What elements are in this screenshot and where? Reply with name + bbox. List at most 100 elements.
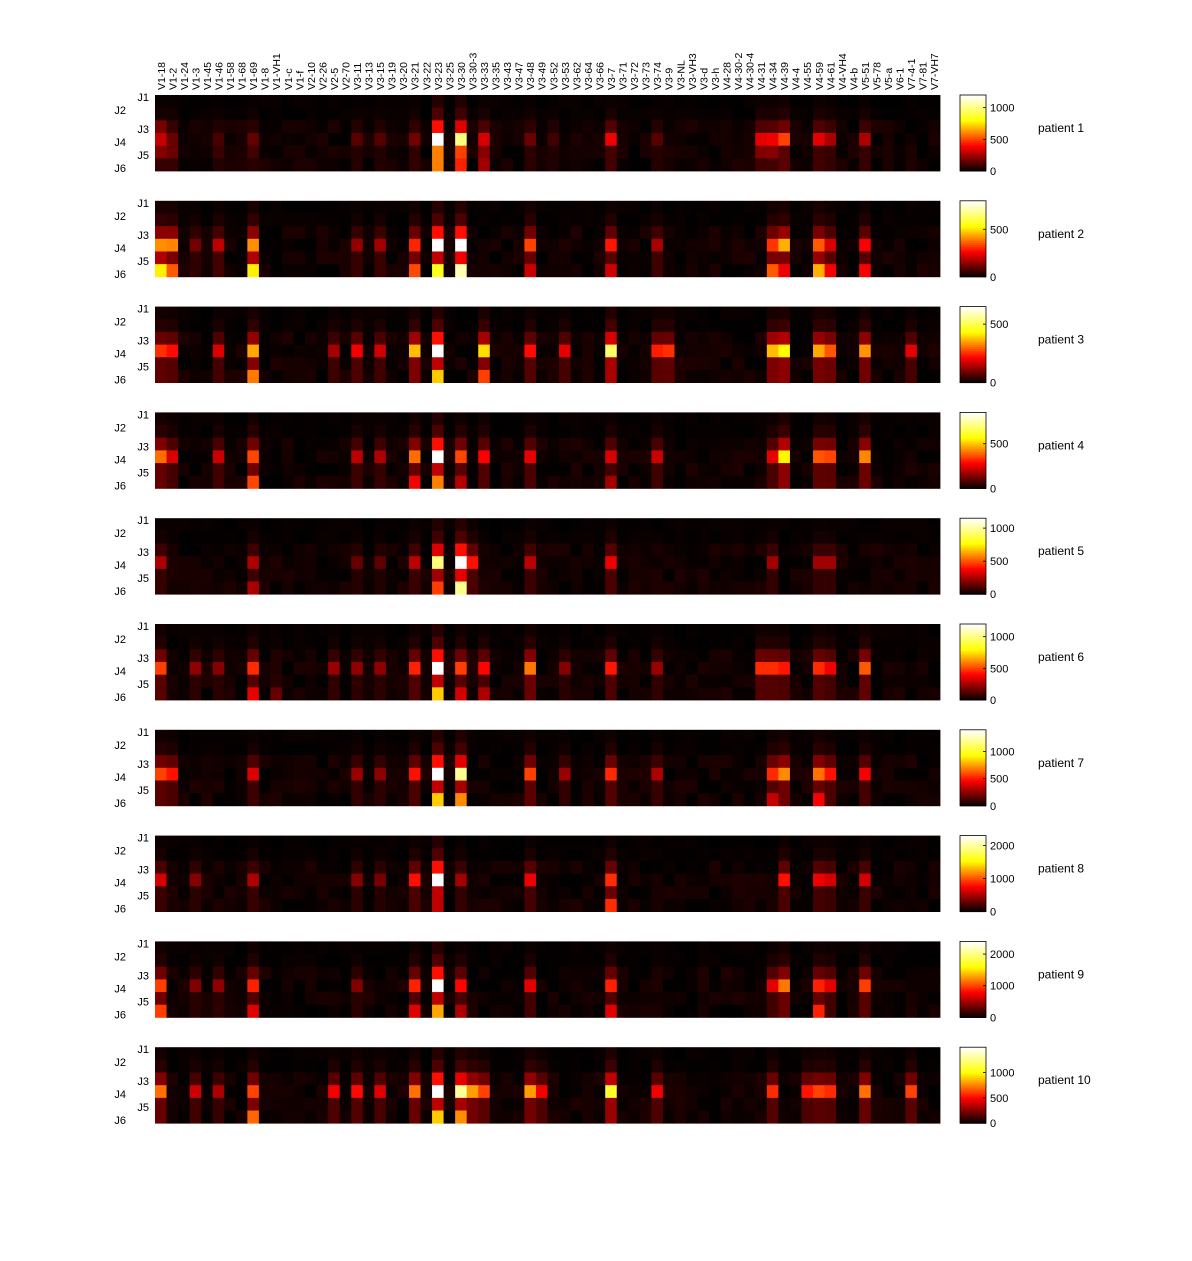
heatmap-cell	[628, 649, 641, 663]
heatmap-cell	[732, 966, 745, 980]
heatmap-cell	[466, 1085, 479, 1099]
heatmap-cell	[801, 979, 814, 993]
heatmap-cell	[535, 1097, 548, 1111]
heatmap-cell	[166, 120, 179, 134]
heatmap-cell	[512, 687, 525, 701]
heatmap-cell	[293, 120, 306, 134]
heatmap-cell	[709, 898, 722, 912]
heatmap-cell	[893, 1110, 906, 1124]
heatmap-cell	[212, 835, 225, 849]
heatmap-cell	[178, 306, 191, 320]
heatmap-cell	[709, 518, 722, 532]
heatmap-cell	[270, 450, 283, 464]
colorbar-segment	[960, 983, 986, 986]
colorbar-segment	[960, 252, 986, 255]
heatmap-cell	[166, 992, 179, 1006]
heatmap-cell	[709, 133, 722, 147]
y-tick-label: J3	[137, 759, 149, 771]
x-tick-label: V4-4	[791, 68, 803, 90]
heatmap-cell	[155, 425, 167, 439]
heatmap-cell	[235, 581, 248, 595]
heatmap-cell	[559, 873, 571, 887]
heatmap-cell	[385, 780, 398, 794]
heatmap-cell	[824, 319, 837, 333]
heatmap-cell	[766, 120, 779, 134]
colorbar-segment	[960, 108, 986, 111]
colorbar-segment	[960, 848, 986, 852]
heatmap-cell	[281, 1097, 294, 1111]
heatmap-cell	[836, 992, 849, 1006]
heatmap-cell	[882, 966, 895, 980]
heatmap-cell	[893, 437, 906, 451]
heatmap-cell	[455, 145, 468, 159]
heatmap-cell	[778, 979, 791, 993]
colorbar-segment	[960, 847, 986, 850]
heatmap-cell	[559, 369, 571, 383]
heatmap-cell	[559, 793, 571, 807]
heatmap-cell	[339, 1047, 352, 1061]
heatmap-cell	[489, 780, 502, 794]
heatmap-cell	[674, 543, 687, 557]
heatmap-cell	[270, 992, 283, 1006]
heatmap-cell	[189, 264, 202, 278]
heatmap-cell	[709, 674, 722, 688]
heatmap-cell	[316, 568, 329, 582]
heatmap-cell	[547, 1047, 560, 1061]
y-tick-label: J4	[114, 666, 126, 678]
heatmap-cell	[824, 1059, 837, 1073]
heatmap-cell	[743, 145, 756, 159]
heatmap-cell	[755, 357, 768, 371]
colorbar-segment	[960, 590, 986, 593]
heatmap-cell	[720, 624, 733, 638]
heatmap-cell	[466, 306, 479, 320]
heatmap-cell	[455, 687, 468, 701]
colorbar-segment	[960, 765, 986, 769]
heatmap-cell	[512, 649, 525, 663]
heatmap-cell	[582, 213, 595, 227]
heatmap-cell	[928, 568, 941, 582]
heatmap-cell	[859, 636, 872, 650]
colorbar-segment	[960, 1092, 986, 1096]
heatmap-cell	[512, 369, 525, 383]
heatmap-cell	[905, 636, 918, 650]
heatmap-cell	[732, 1004, 745, 1018]
colorbar-segment	[960, 244, 986, 247]
heatmap-cell	[570, 979, 583, 993]
heatmap-cell	[651, 251, 664, 265]
heatmap-cell	[535, 226, 548, 240]
heatmap-cell	[605, 886, 618, 900]
heatmap-cell	[801, 780, 814, 794]
heatmap-cell	[570, 742, 583, 756]
heatmap-cell	[305, 158, 318, 172]
heatmap-cell	[813, 145, 825, 159]
heatmap-cell	[605, 475, 618, 489]
heatmap-cell	[432, 979, 444, 993]
colorbar-segment	[960, 544, 986, 548]
heatmap-cell	[836, 344, 849, 358]
heatmap-cell	[328, 238, 341, 252]
heatmap-cell	[212, 662, 225, 676]
heatmap-cell	[870, 1072, 883, 1086]
heatmap-cell	[535, 624, 548, 638]
colorbar-segment	[960, 123, 986, 126]
heatmap-cell	[224, 954, 237, 968]
heatmap-cell	[674, 425, 687, 439]
heatmap-cell	[501, 213, 514, 227]
heatmap-cell	[616, 463, 629, 477]
heatmap-cell	[443, 860, 456, 874]
heatmap-cell	[928, 344, 941, 358]
heatmap-cell	[547, 463, 560, 477]
heatmap-cell	[813, 437, 825, 451]
heatmap-cell	[235, 636, 248, 650]
heatmap-cell	[859, 729, 872, 743]
heatmap-cell	[293, 425, 306, 439]
heatmap-cell	[293, 158, 306, 172]
heatmap-cell	[397, 518, 410, 532]
heatmap-cell	[559, 357, 571, 371]
heatmap-cell	[443, 979, 456, 993]
heatmap-cell	[408, 475, 421, 489]
heatmap-cell	[732, 581, 745, 595]
x-tick-label: V3-h	[710, 68, 722, 90]
heatmap-cell	[789, 264, 802, 278]
heatmap-cell	[651, 425, 664, 439]
